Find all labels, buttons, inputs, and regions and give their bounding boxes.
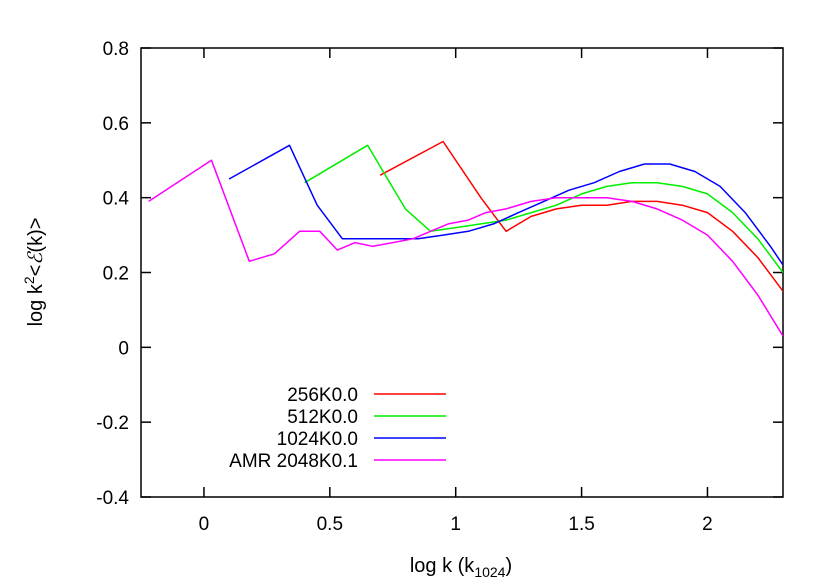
plot-border	[140, 47, 784, 498]
x-tick-label: 0	[199, 514, 210, 535]
x-axis-label: log k (k1024)	[410, 555, 512, 580]
y-tick-label: 0.6	[103, 114, 129, 135]
legend-label-amr-2048k0-1: AMR 2048K0.1	[229, 451, 358, 472]
legend-label-256k0-0: 256K0.0	[287, 385, 358, 406]
y-tick-label: -0.4	[96, 488, 129, 509]
series-line-512k0-0	[304, 144, 783, 273]
plot-frame	[140, 47, 784, 498]
x-tick-label: 2	[702, 514, 713, 535]
y-tick-label: -0.2	[96, 413, 129, 434]
y-tick-label: 0	[118, 338, 129, 359]
series-line-1024k0-0	[228, 144, 783, 266]
x-tick-label: 1	[450, 514, 461, 535]
x-axis-ticks: 0 0.5 1 1.5 2	[199, 48, 713, 535]
legend-label-1024k0-0: 1024K0.0	[277, 429, 358, 450]
series-line-amr-2048k0-1	[148, 159, 783, 337]
y-axis-label: log k2<ℰ(k)>	[21, 218, 47, 327]
x-tick-label: 1.5	[568, 514, 594, 535]
series-line-256k0-0	[379, 140, 783, 292]
y-tick-label: 0.8	[103, 39, 129, 60]
series-lines	[148, 140, 783, 337]
y-tick-label: 0.2	[103, 264, 129, 285]
legend-label-512k0-0: 512K0.0	[287, 407, 358, 428]
y-tick-label: 0.4	[103, 189, 130, 210]
x-tick-label: 0.5	[317, 514, 343, 535]
y-axis-ticks: -0.4 -0.2 0 0.2 0.4 0.6 0.8	[96, 39, 783, 509]
